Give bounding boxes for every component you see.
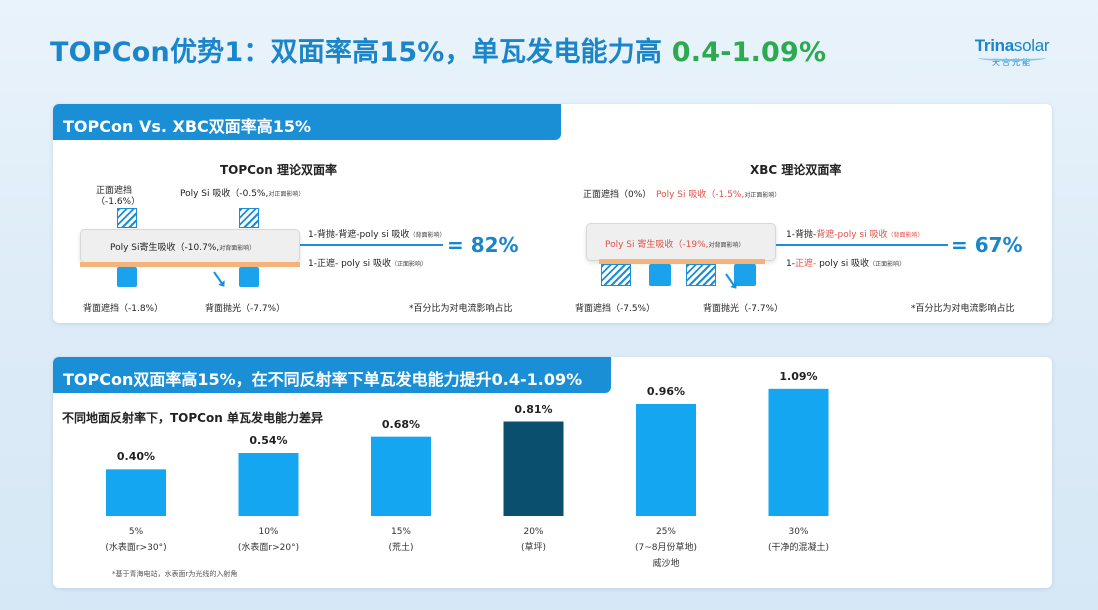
xbc-poly-front: Poly Si 吸收（-1.5%,对正面影响） bbox=[656, 187, 780, 200]
topcon-line1-text: 1-背抛-背遮-poly si 吸收 bbox=[308, 230, 410, 240]
x-tick-surface: (7~8月份草地) bbox=[634, 543, 698, 553]
x-tick-surface: (水表面r>30°) bbox=[105, 543, 167, 553]
topcon-parasitic-note: 对背面影响） bbox=[219, 245, 256, 252]
x-tick-label: 5% (水表面r>30°) bbox=[76, 524, 196, 556]
x-tick-surface-extra: 威沙地 bbox=[652, 559, 680, 569]
bar-value-label: 1.09% bbox=[779, 369, 818, 383]
bar-value-label: 0.81% bbox=[514, 402, 553, 416]
topcon-front-shading: 正面遮挡（-1.6%） bbox=[96, 186, 141, 207]
topcon-polish-arrow bbox=[213, 271, 223, 285]
bar-value-label: 0.96% bbox=[646, 385, 686, 398]
topcon-parasitic: Poly Si寄生吸收（-10.7%,对背面影响） bbox=[110, 240, 255, 253]
bifaciality-comparison-panel: TOPCon Vs. XBC双面率高15% TOPCon 理论双面率 正面遮挡（… bbox=[53, 104, 1052, 323]
xbc-line2-note: （正面影响） bbox=[869, 261, 906, 268]
xbc-line2-b: 正遮- bbox=[794, 259, 817, 269]
page-title-highlight: 0.4-1.09% bbox=[671, 37, 827, 68]
xbc-footnote: *百分比为对电流影响占比 bbox=[911, 304, 1015, 314]
x-tick-label: 10% (水表面r>20°) bbox=[209, 524, 329, 556]
page-title: TOPCon优势1：双面率高15%，单瓦发电能力高 0.4-1.09% bbox=[50, 30, 826, 69]
xbc-line1: 1-背抛-背遮-poly si 吸收（背面影响） bbox=[786, 227, 923, 240]
topcon-poly-front-note: 对正面影响） bbox=[268, 191, 305, 198]
xbc-rear-contact-hatched-1 bbox=[601, 264, 631, 286]
x-tick-surface: (荒土) bbox=[388, 543, 414, 553]
topcon-line1: 1-背抛-背遮-poly si 吸收（背面影响） bbox=[308, 227, 445, 240]
topcon-bracket-line bbox=[300, 244, 443, 246]
topcon-line2-text: 1-正遮- poly si 吸收 bbox=[308, 259, 392, 269]
x-tick-label: 15% (荒土) bbox=[341, 524, 461, 556]
topcon-poly-front: Poly Si 吸收（-0.5%,对正面影响） bbox=[180, 186, 304, 199]
topcon-rear-polish: 背面抛光（-7.7%） bbox=[205, 304, 286, 314]
xbc-poly-front-text: Poly Si 吸收（-1.5%, bbox=[656, 190, 745, 200]
topcon-line2: 1-正遮- poly si 吸收（正面影响） bbox=[308, 256, 427, 269]
trinasolar-logo: Trinasolar 天合光能 bbox=[970, 36, 1054, 68]
x-tick-reflectance: 15% bbox=[390, 527, 411, 537]
xbc-rear-contact-2 bbox=[734, 264, 756, 286]
xbc-heading: XBC 理论双面率 bbox=[750, 163, 842, 177]
x-tick-reflectance: 5% bbox=[128, 527, 144, 537]
topcon-rear-finger bbox=[117, 267, 137, 287]
bar-5% bbox=[106, 469, 166, 516]
xbc-poly-layer bbox=[599, 259, 765, 264]
bar-30% bbox=[768, 388, 829, 516]
xbc-line1-a: 1-背抛- bbox=[786, 230, 817, 240]
topcon-poly-layer bbox=[80, 262, 300, 267]
x-tick-reflectance: 25% bbox=[655, 527, 676, 537]
xbc-line2-c: poly si 吸收 bbox=[816, 259, 870, 269]
topcon-line2-note: （正面影响） bbox=[391, 261, 428, 268]
logo-text-light: solar bbox=[1013, 36, 1050, 55]
bar-15% bbox=[371, 436, 431, 516]
panel1-tab: TOPCon Vs. XBC双面率高15% bbox=[53, 104, 561, 140]
x-tick-reflectance: 10% bbox=[258, 527, 279, 537]
xbc-rear-contact-1 bbox=[649, 264, 671, 286]
topcon-result: = 82% bbox=[447, 233, 519, 257]
x-tick-label: 20% (草坪) bbox=[474, 524, 594, 556]
bar-value-label: 0.54% bbox=[249, 434, 288, 447]
bar-20% bbox=[503, 421, 564, 516]
xbc-line1-note: （背面影响） bbox=[887, 232, 924, 239]
topcon-poly-front-text: Poly Si 吸收（-0.5%, bbox=[180, 189, 269, 199]
xbc-result: = 67% bbox=[951, 233, 1023, 257]
panel2-tab: TOPCon双面率高15%，在不同反射率下单瓦发电能力提升0.4-1.09% bbox=[53, 357, 611, 393]
logo-subtext: 天合光能 bbox=[992, 58, 1032, 67]
x-tick-reflectance: 30% bbox=[788, 527, 809, 537]
logo-text-bold: Trina bbox=[974, 36, 1014, 55]
x-tick-surface: (干净的混凝土) bbox=[767, 543, 830, 553]
topcon-rear-finger-2 bbox=[239, 267, 259, 287]
xbc-parasitic-note: 对背面影响） bbox=[708, 242, 745, 249]
chart-subtitle: 不同地面反射率下，TOPCon 单瓦发电能力差异 bbox=[62, 411, 323, 425]
xbc-poly-front-note: 对正面影响） bbox=[744, 192, 781, 199]
xbc-line2-a: 1- bbox=[786, 259, 795, 269]
power-gain-bar-chart bbox=[106, 388, 829, 516]
xbc-bracket-line bbox=[776, 244, 948, 246]
topcon-front-poly-hatched bbox=[239, 208, 259, 228]
chart-footnote: *基于青海电站，水表面r为光线的入射角 bbox=[112, 570, 238, 578]
xbc-rear-polish: 背面抛光（-7.7%） bbox=[703, 304, 784, 314]
x-tick-surface: (草坪) bbox=[520, 543, 547, 553]
bar-value-label: 0.40% bbox=[116, 450, 156, 464]
x-tick-reflectance: 20% bbox=[523, 527, 544, 537]
x-tick-label: 30% (干净的混凝土) bbox=[739, 524, 859, 556]
x-tick-surface: (水表面r>20°) bbox=[237, 543, 300, 553]
topcon-footnote: *百分比为对电流影响占比 bbox=[409, 304, 513, 314]
bar-25% bbox=[636, 404, 696, 516]
xbc-line1-b: 背遮-poly si 吸收 bbox=[816, 230, 888, 240]
logo-swoosh bbox=[978, 55, 1046, 61]
xbc-parasitic: Poly Si 寄生吸收（-19%,对背面影响） bbox=[605, 237, 745, 250]
xbc-front-shading: 正面遮挡（0%） bbox=[583, 190, 652, 200]
topcon-front-finger-hatched bbox=[117, 208, 137, 228]
bar-value-label: 0.68% bbox=[381, 417, 421, 431]
bar-10% bbox=[238, 453, 299, 516]
power-gain-panel: TOPCon双面率高15%，在不同反射率下单瓦发电能力提升0.4-1.09% 不… bbox=[53, 357, 1052, 588]
xbc-line2: 1-正遮- poly si 吸收（正面影响） bbox=[786, 256, 905, 269]
topcon-rear-shading: 背面遮挡（-1.8%） bbox=[83, 304, 164, 314]
x-tick-label: 25% (7~8月份草地) 威沙地 bbox=[606, 524, 726, 572]
xbc-parasitic-text: Poly Si 寄生吸收（-19%, bbox=[605, 240, 709, 250]
topcon-parasitic-text: Poly Si寄生吸收（-10.7%, bbox=[110, 243, 220, 253]
xbc-rear-contact-hatched-2 bbox=[686, 264, 716, 286]
page-title-main: TOPCon优势1：双面率高15%，单瓦发电能力高 bbox=[50, 37, 672, 68]
topcon-line1-note: （背面影响） bbox=[409, 232, 446, 239]
topcon-heading: TOPCon 理论双面率 bbox=[220, 163, 337, 177]
xbc-rear-shading: 背面遮挡（-7.5%） bbox=[575, 304, 656, 314]
